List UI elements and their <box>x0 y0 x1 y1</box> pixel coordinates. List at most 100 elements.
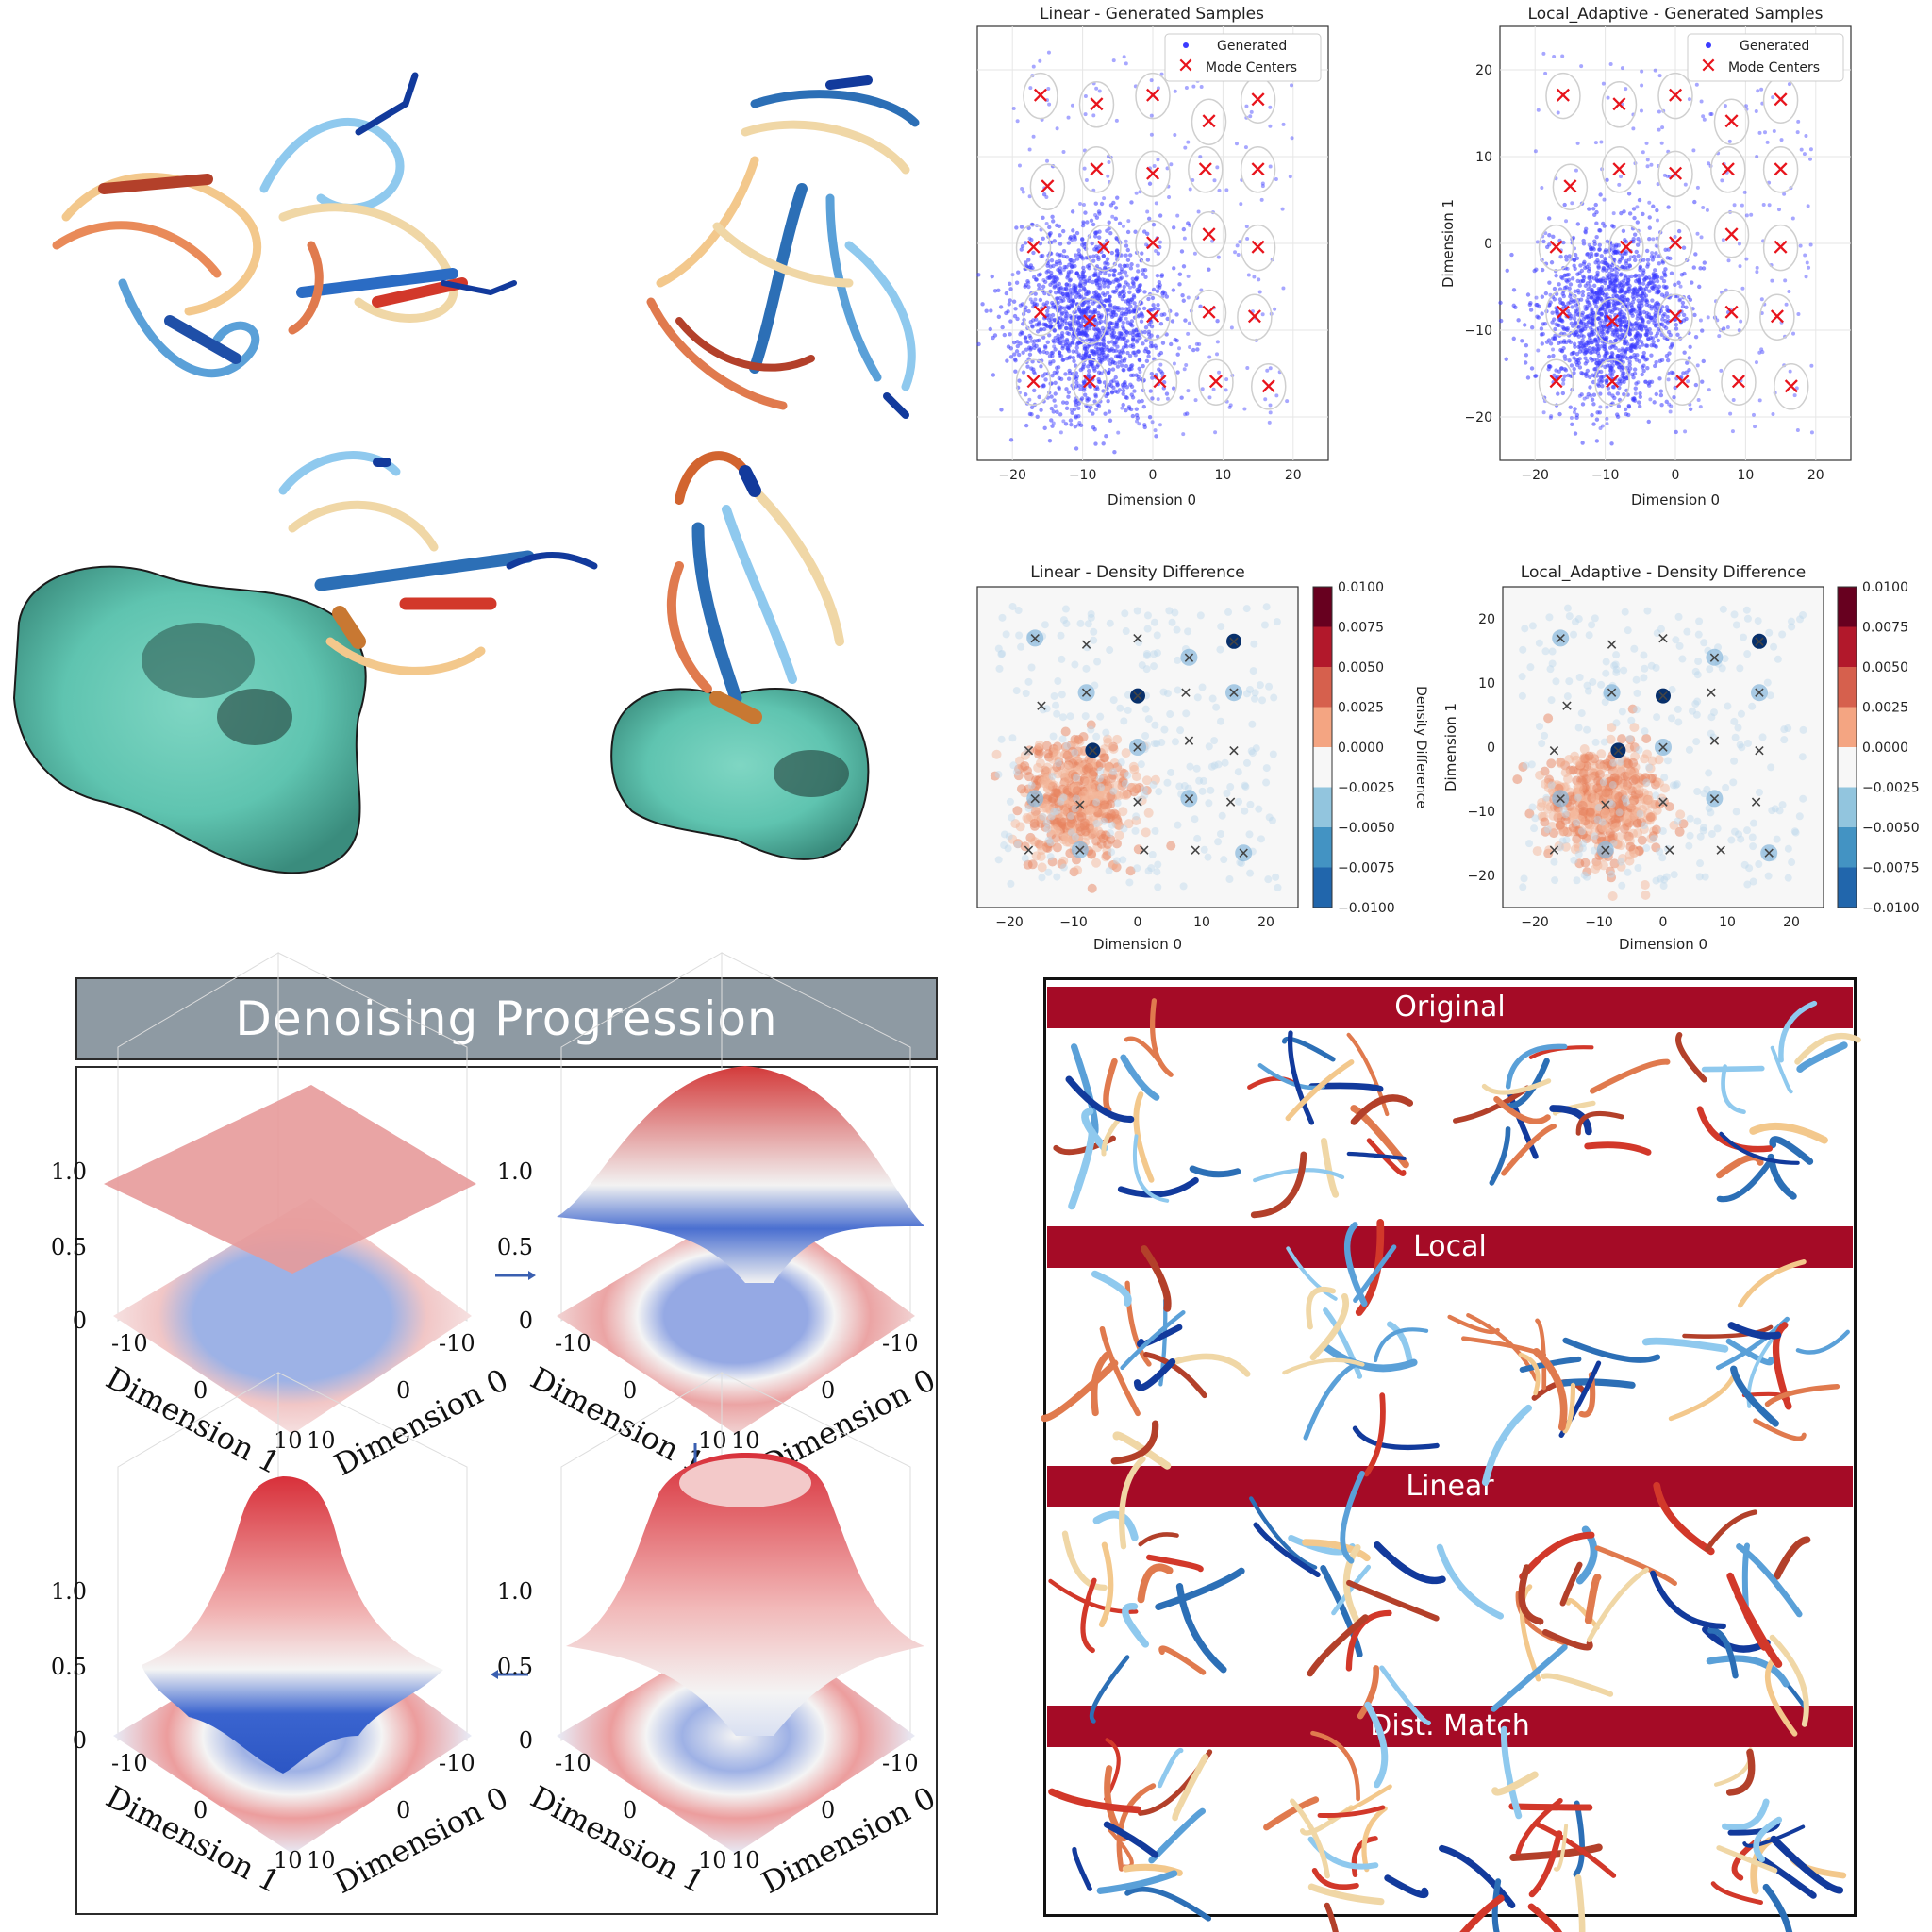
generated-point <box>1173 337 1177 342</box>
generated-point <box>1074 402 1079 408</box>
generated-point <box>1108 230 1113 236</box>
colorbar-tick-label: 0.0025 <box>1338 701 1384 716</box>
generated-point <box>1067 343 1073 348</box>
generated-point <box>1257 290 1262 294</box>
generated-point <box>1199 85 1204 90</box>
generated-point <box>1594 221 1599 225</box>
generated-point <box>1540 341 1545 346</box>
generated-point <box>1588 284 1592 289</box>
generated-point <box>1572 341 1577 346</box>
generated-point <box>1633 274 1638 279</box>
generated-point <box>1807 265 1811 270</box>
density-positive-cell <box>1607 891 1618 901</box>
density-negative-cell <box>1620 666 1628 675</box>
generated-point <box>1024 347 1029 352</box>
generated-point <box>1645 365 1650 371</box>
generated-point <box>1108 379 1114 384</box>
density-panel-local-adaptive: Local_Adaptive - Density Difference ✕ ✕ ✕✕… <box>1442 563 1920 953</box>
mode-center-marker: ✕ <box>1560 174 1579 200</box>
density-negative-cell <box>1778 630 1787 639</box>
generated-point <box>1586 316 1591 321</box>
generated-point <box>1563 273 1568 277</box>
generated-point <box>1122 368 1126 373</box>
mode-center-marker: ✕ <box>1143 230 1162 257</box>
generated-point <box>1121 385 1126 390</box>
generated-point <box>1058 323 1062 327</box>
density-negative-cell <box>1154 860 1162 869</box>
generated-point <box>1585 252 1590 257</box>
generated-point <box>1642 276 1647 282</box>
generated-point <box>1572 366 1576 372</box>
density-negative-cell <box>1599 778 1607 787</box>
generated-point <box>1583 230 1588 235</box>
generated-point <box>1641 318 1645 323</box>
generated-point <box>1566 272 1571 277</box>
generated-point <box>1597 242 1603 247</box>
generated-point <box>1076 423 1081 427</box>
generated-point <box>1285 399 1290 404</box>
density-negative-cell <box>1730 717 1739 725</box>
generated-point <box>1015 343 1020 349</box>
mode-coverage-plots: Linear - Generated Samples ✕ ✕ ✕✕✕✕✕ ✕ ✕ ✕✕ ✕ ✕… <box>976 5 1920 953</box>
generated-point <box>1021 190 1025 194</box>
generated-point <box>1091 411 1095 416</box>
generated-point <box>1121 345 1126 350</box>
mode-center-marker: ✕ <box>1722 108 1740 135</box>
generated-point <box>988 326 992 332</box>
density-positive-cell <box>1121 748 1131 758</box>
generated-point <box>1143 275 1148 279</box>
generated-point <box>1534 295 1539 300</box>
density-negative-cell <box>1155 788 1163 796</box>
generated-point <box>1631 126 1636 131</box>
generated-point <box>1119 275 1124 280</box>
generated-point <box>1124 333 1128 338</box>
generated-point <box>1121 325 1125 329</box>
generated-point <box>1652 255 1657 259</box>
generated-point <box>1268 410 1273 415</box>
density-negative-cell <box>1102 728 1110 737</box>
generated-point <box>1192 251 1197 256</box>
generated-point <box>1182 236 1187 241</box>
generated-point <box>1594 417 1600 422</box>
generated-point <box>1135 263 1140 268</box>
generated-point <box>1030 300 1035 305</box>
density-positive-cell <box>1111 839 1122 849</box>
generated-point <box>1093 345 1099 350</box>
generated-point <box>1610 363 1615 368</box>
generated-point <box>1057 387 1061 391</box>
generated-point <box>1153 312 1158 318</box>
generated-point <box>1100 325 1106 331</box>
density-title-linear: Linear - Density Difference <box>1030 563 1244 582</box>
density-negative-cell <box>1122 627 1130 636</box>
generated-point <box>1635 290 1640 294</box>
generated-point <box>1058 376 1064 382</box>
generated-point <box>1008 281 1012 287</box>
generated-point <box>1636 400 1641 405</box>
generated-point <box>1699 99 1704 104</box>
density-negative-cell <box>1683 627 1691 636</box>
generated-point <box>1064 291 1069 296</box>
generated-point <box>1067 371 1073 375</box>
generated-point <box>1572 258 1577 263</box>
generated-point <box>1122 288 1126 292</box>
generated-point <box>1589 254 1594 258</box>
generated-point <box>1059 305 1064 309</box>
generated-point <box>1057 350 1062 356</box>
generated-point <box>1668 409 1673 414</box>
generated-point <box>1099 249 1104 255</box>
generated-point <box>1063 325 1069 330</box>
density-negative-cell <box>1100 817 1108 825</box>
generated-point <box>1245 237 1250 242</box>
generated-point <box>1024 282 1028 288</box>
generated-point <box>1761 202 1766 207</box>
generated-point <box>1091 425 1096 430</box>
generated-point <box>1568 405 1573 409</box>
generated-point <box>1165 396 1170 401</box>
density-negative-cell <box>1573 876 1581 885</box>
density-negative-cell <box>1012 768 1021 776</box>
density-negative-cell <box>1144 867 1153 875</box>
generated-point <box>1799 147 1804 152</box>
generated-point <box>1731 397 1736 402</box>
generated-point <box>1702 117 1707 122</box>
generated-point <box>1051 358 1056 364</box>
